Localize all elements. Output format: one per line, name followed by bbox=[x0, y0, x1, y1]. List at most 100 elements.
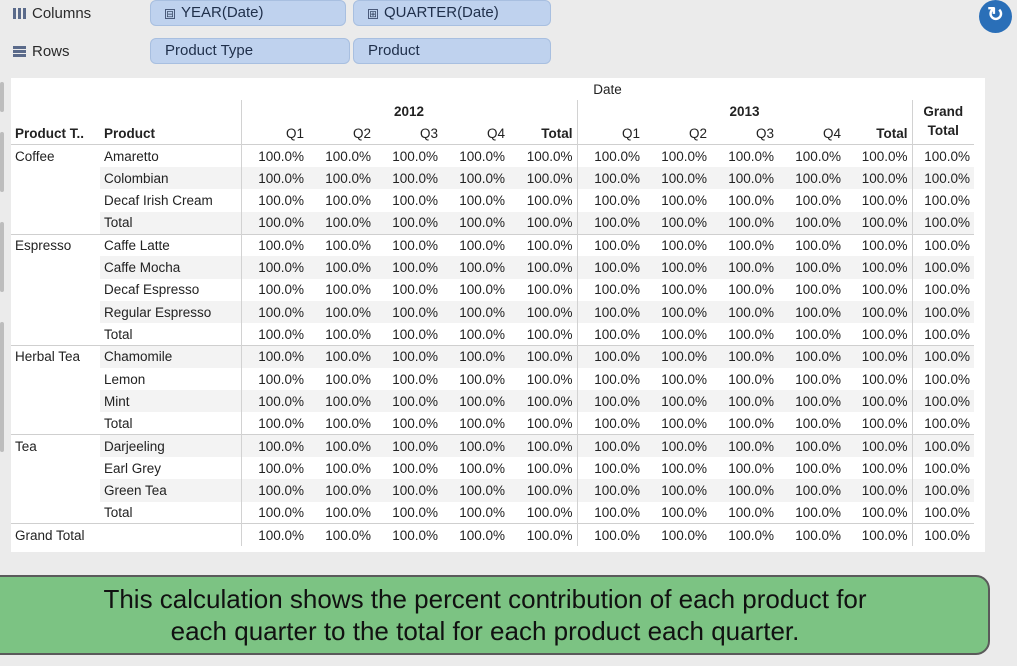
value-cell: 100.0% bbox=[845, 233, 912, 257]
pill-quarter-date[interactable]: ⊞ QUARTER(Date) bbox=[353, 0, 551, 26]
table-row: Mint 100.0% 100.0% 100.0% 100.0% 100.0% 100.0%… bbox=[11, 390, 974, 413]
quarter-header: Q2 bbox=[352, 125, 371, 141]
value-cell: 100.0% bbox=[644, 390, 711, 413]
product-cell: Total bbox=[104, 505, 133, 521]
table-row: Tea Darjeeling 100.0% 100.0% 100.0% 100.0% 100… bbox=[11, 434, 974, 458]
product-cell: Total bbox=[104, 326, 133, 342]
value-cell: 100.0% bbox=[728, 282, 774, 298]
quarter-header: Q4 bbox=[822, 125, 841, 141]
value-cell: 100.0% bbox=[911, 300, 974, 324]
value-cell: 100.0% bbox=[308, 479, 375, 502]
value-cell: 100.0% bbox=[861, 282, 908, 298]
value-cell: 100.0% bbox=[509, 390, 577, 413]
undo-button[interactable]: ↻ bbox=[979, 0, 1012, 33]
value-cell: 100.0% bbox=[576, 278, 644, 301]
table-row: Decaf Irish Cream 100.0% 100.0% 100.0% 100.0… bbox=[11, 189, 974, 212]
product-cell: Total bbox=[100, 211, 241, 235]
value-cell: 100.0% bbox=[375, 523, 442, 547]
value-cell: 100.0% bbox=[240, 167, 308, 190]
value-cell: 100.0% bbox=[442, 434, 509, 458]
value-cell: 100.0% bbox=[325, 415, 371, 431]
value-cell: 100.0% bbox=[442, 300, 509, 324]
value-cell: 100.0% bbox=[442, 479, 509, 502]
value-cell: 100.0% bbox=[778, 211, 845, 235]
value-cell: 100.0% bbox=[911, 523, 974, 547]
value-cell: 100.0% bbox=[240, 457, 308, 480]
value-cell: 100.0% bbox=[576, 457, 644, 480]
value-cell: 100.0% bbox=[308, 434, 375, 458]
value-cell: 100.0% bbox=[911, 211, 974, 235]
value-cell: 100.0% bbox=[308, 211, 375, 235]
value-cell: 100.0% bbox=[509, 300, 577, 324]
product-cell: Caffe Mocha bbox=[100, 256, 241, 279]
value-cell: 100.0% bbox=[375, 211, 442, 235]
pill-product-type[interactable]: Product Type bbox=[150, 38, 350, 64]
value-cell: 100.0% bbox=[240, 278, 308, 301]
value-cell: 100.0% bbox=[240, 412, 308, 435]
rows-shelf: Rows Product Type Product bbox=[0, 38, 1017, 68]
quarter-header: Q2 bbox=[688, 125, 707, 141]
value-cell: 100.0% bbox=[308, 233, 375, 257]
table-row: Coffee Amaretto 100.0% 100.0% 100.0% 100.0% 10… bbox=[11, 144, 974, 168]
crosstab-table: Date 2012 2013 Grand Product T.. Product Q… bbox=[11, 78, 974, 547]
value-cell: 100.0% bbox=[240, 323, 308, 346]
product-type-cell bbox=[11, 256, 100, 278]
value-cell: 100.0% bbox=[459, 371, 505, 387]
product-cell: Darjeeling bbox=[100, 434, 241, 458]
product-cell: Chamomile bbox=[100, 345, 241, 368]
value-cell: 100.0% bbox=[392, 371, 438, 387]
value-cell: 100.0% bbox=[644, 211, 711, 235]
value-cell: 100.0% bbox=[526, 460, 573, 476]
table-row: Colombian 100.0% 100.0% 100.0% 100.0% 100.0% 1… bbox=[11, 167, 974, 190]
value-cell: 100.0% bbox=[644, 233, 711, 257]
value-cell: 100.0% bbox=[576, 501, 644, 524]
value-cell: 100.0% bbox=[644, 300, 711, 324]
columns-shelf-label: Columns bbox=[13, 5, 91, 22]
value-cell: 100.0% bbox=[509, 256, 577, 279]
value-cell: 100.0% bbox=[861, 193, 908, 209]
value-cell: 100.0% bbox=[576, 412, 644, 435]
value-cell: 100.0% bbox=[442, 523, 509, 547]
product-cell: Caffe Latte bbox=[100, 233, 241, 257]
value-cell: 100.0% bbox=[911, 256, 974, 279]
table-row: Total 100.0% 100.0% 100.0% 100.0% 100.0% 100.0… bbox=[11, 412, 974, 435]
value-cell: 100.0% bbox=[459, 326, 505, 342]
value-cell: 100.0% bbox=[644, 434, 711, 458]
value-cell: 100.0% bbox=[392, 326, 438, 342]
value-cell: 100.0% bbox=[861, 415, 908, 431]
value-cell: 100.0% bbox=[861, 460, 908, 476]
value-cell: 100.0% bbox=[526, 371, 573, 387]
product-cell: Regular Espresso bbox=[100, 300, 241, 324]
expand-icon[interactable]: ⊞ bbox=[368, 9, 378, 19]
table-row: Total 100.0% 100.0% 100.0% 100.0% 100.0% 100.0… bbox=[11, 211, 974, 235]
pill-year-date[interactable]: ⊟ YEAR(Date) bbox=[150, 0, 346, 26]
value-cell: 100.0% bbox=[911, 278, 974, 301]
value-cell: 100.0% bbox=[711, 345, 778, 368]
product-cell: Amaretto bbox=[100, 144, 241, 168]
value-cell: 100.0% bbox=[442, 256, 509, 279]
value-cell: 100.0% bbox=[442, 144, 509, 168]
value-cell: 100.0% bbox=[845, 256, 912, 279]
value-cell: 100.0% bbox=[240, 189, 308, 212]
value-cell: 100.0% bbox=[728, 193, 774, 209]
pill-product[interactable]: Product bbox=[353, 38, 551, 64]
value-cell: 100.0% bbox=[845, 211, 912, 235]
value-cell: 100.0% bbox=[509, 233, 577, 257]
product-type-cell bbox=[11, 167, 100, 189]
value-cell: 100.0% bbox=[778, 345, 845, 368]
table-row: Lemon 100.0% 100.0% 100.0% 100.0% 100.0% 100.0… bbox=[11, 367, 974, 391]
value-cell: 100.0% bbox=[375, 167, 442, 190]
value-cell: 100.0% bbox=[661, 371, 707, 387]
value-cell: 100.0% bbox=[661, 282, 707, 298]
value-cell: 100.0% bbox=[459, 460, 505, 476]
value-cell: 100.0% bbox=[644, 345, 711, 368]
value-cell: 100.0% bbox=[728, 415, 774, 431]
banner-line-1: This calculation shows the percent contr… bbox=[103, 584, 867, 614]
quarter-header: Q3 bbox=[755, 125, 774, 141]
value-cell: 100.0% bbox=[375, 390, 442, 413]
product-type-cell: Herbal Tea bbox=[11, 345, 100, 368]
quarter-header: Total bbox=[876, 125, 908, 141]
value-cell: 100.0% bbox=[845, 479, 912, 502]
collapse-icon[interactable]: ⊟ bbox=[165, 9, 175, 19]
product-type-cell bbox=[11, 212, 100, 234]
